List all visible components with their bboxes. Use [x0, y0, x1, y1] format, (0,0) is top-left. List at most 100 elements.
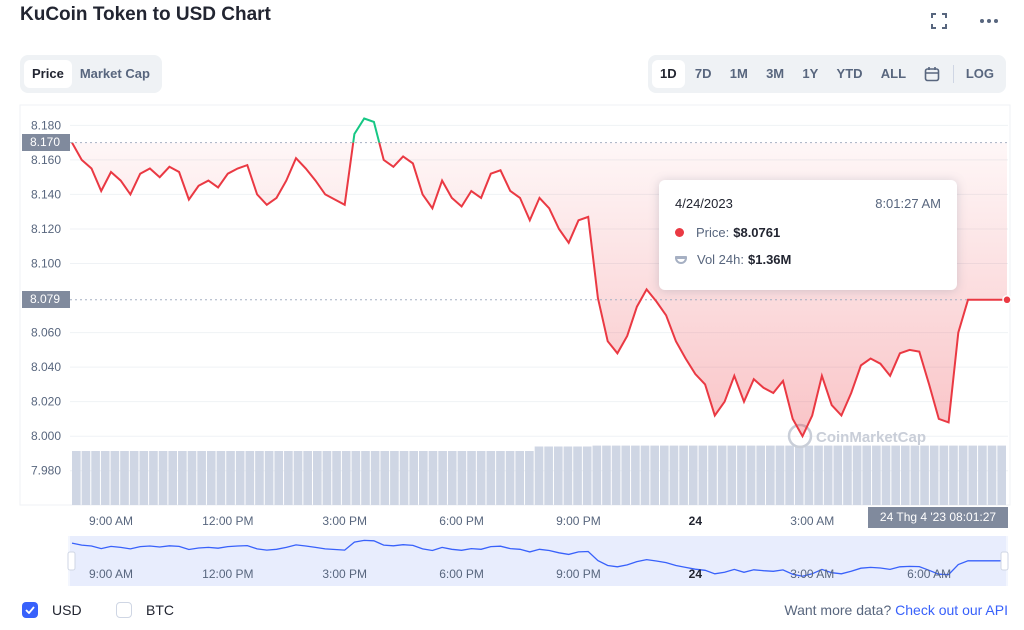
price-point [500, 169, 502, 171]
tooltip-price-label: Price: [696, 225, 730, 240]
price-point [100, 190, 102, 192]
more-options-icon[interactable] [978, 10, 1000, 32]
price-point [314, 180, 316, 182]
price-point [120, 180, 122, 182]
volume-bar [708, 445, 717, 505]
price-point [665, 314, 667, 316]
tooltip-time: 8:01:27 AM [875, 196, 941, 211]
price-point [139, 173, 141, 175]
price-line-down [71, 142, 1007, 439]
volume-bar [496, 451, 505, 505]
volume-bar [129, 451, 139, 505]
volume-bar [419, 451, 428, 505]
x-tick-label: 9:00 AM [89, 514, 133, 528]
currency-btc[interactable]: BTC [116, 602, 174, 618]
range-1d[interactable]: 1D [652, 60, 685, 88]
volume-bar [949, 445, 958, 505]
price-point [431, 207, 433, 209]
volume-bar [467, 451, 476, 505]
price-point [724, 401, 726, 403]
price-point [402, 155, 404, 157]
price-point [870, 357, 872, 359]
volume-bar [226, 451, 235, 505]
volume-bar [235, 451, 245, 505]
brush-tick-label: 6:00 AM [907, 567, 951, 581]
volume-bar [920, 445, 929, 505]
usd-checkbox[interactable] [22, 602, 38, 618]
price-point [714, 414, 716, 416]
btc-checkbox[interactable] [116, 602, 132, 618]
volume-bar [110, 451, 120, 505]
volume-bar [688, 445, 698, 505]
volume-bar [399, 451, 409, 505]
log-toggle[interactable]: LOG [965, 66, 994, 81]
price-point [675, 340, 677, 342]
price-tooltip: 4/24/2023 8:01:27 AM Price: $8.0761 Vol … [659, 180, 957, 290]
price-point [480, 197, 482, 199]
volume-bar [631, 445, 640, 505]
price-point [110, 171, 112, 173]
range-1y[interactable]: 1Y [802, 66, 819, 81]
brush-selection[interactable] [70, 536, 1006, 586]
currency-usd[interactable]: USD [22, 602, 82, 618]
fullscreen-icon[interactable] [928, 10, 950, 32]
brush-tick-label: 24 [689, 567, 703, 581]
volume-bar [843, 445, 852, 505]
price-point [149, 168, 151, 170]
price-point [928, 383, 930, 385]
price-point [227, 173, 229, 175]
price-point [217, 187, 219, 189]
calendar-icon[interactable] [916, 60, 948, 88]
price-point [948, 421, 950, 423]
price-point [159, 176, 161, 178]
x-axis-ticks: 9:00 AM 12:00 PM 3:00 PM 6:00 PM 9:00 PM 24 3:… [89, 514, 951, 528]
price-point [285, 180, 287, 182]
volume-bar [775, 445, 785, 505]
volume-bar [100, 451, 110, 505]
price-point [256, 193, 258, 195]
range-all[interactable]: ALL [880, 66, 907, 81]
price-point [363, 117, 365, 119]
price-point [772, 392, 774, 394]
volume-icon [675, 255, 687, 264]
api-link[interactable]: Check out our API [895, 602, 1008, 618]
tab-market-cap[interactable]: Market Cap [79, 66, 150, 81]
volume-bar [72, 451, 81, 505]
brush-handle-right[interactable] [1000, 551, 1009, 571]
volume-bar [380, 451, 390, 505]
volume-bar [544, 446, 553, 505]
price-point [957, 332, 959, 334]
range-3m[interactable]: 3M [766, 66, 785, 81]
volume-bar [852, 445, 862, 505]
volume-bar [139, 451, 149, 505]
brush-handle-left[interactable] [67, 551, 76, 571]
tab-price[interactable]: Price [24, 60, 72, 88]
volume-bar [958, 445, 968, 505]
brush-line [71, 539, 1007, 577]
price-point [977, 299, 979, 301]
price-point [587, 216, 589, 218]
volume-bar [390, 451, 399, 505]
y-tick-label: 8.100 [31, 257, 61, 271]
range-7d[interactable]: 7D [694, 66, 712, 81]
volume-bar [457, 451, 467, 505]
price-point [616, 352, 618, 354]
volume-bar [891, 445, 900, 505]
price-point [470, 190, 472, 192]
price-point [519, 197, 521, 199]
price-point [577, 219, 579, 221]
brush-tick-label: 9:00 AM [89, 567, 133, 581]
price-point [889, 375, 891, 377]
price-point [987, 299, 989, 301]
price-point [344, 204, 346, 206]
volume-bar [264, 451, 274, 505]
range-ytd[interactable]: YTD [836, 66, 863, 81]
price-point [899, 352, 901, 354]
volume-bar [255, 451, 264, 505]
volume-bar [216, 451, 226, 505]
volume-bar [197, 451, 206, 505]
volume-bar [968, 445, 978, 505]
range-1m[interactable]: 1M [729, 66, 748, 81]
brush-x-ticks: 9:00 AM 12:00 PM 3:00 PM 6:00 PM 9:00 PM 24 3:… [89, 567, 951, 581]
